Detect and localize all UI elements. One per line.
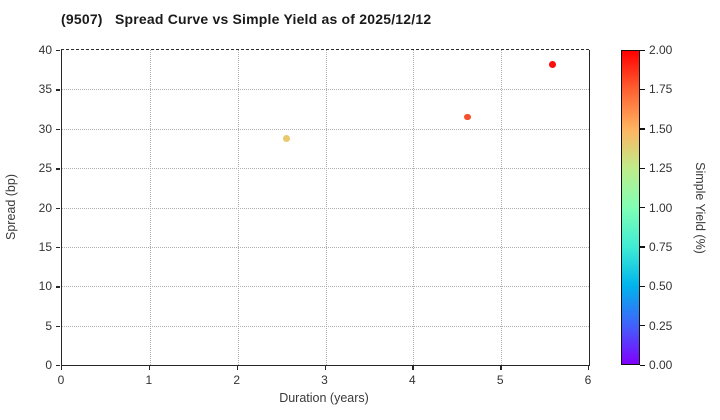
colorbar (621, 50, 640, 365)
colorbar-tick-label: 0.75 (649, 239, 673, 254)
y-gridline (62, 286, 589, 288)
scatter-point (464, 113, 472, 121)
x-tick-label: 6 (584, 373, 592, 387)
colorbar-tick-mark (640, 128, 645, 130)
y-tick-mark (56, 325, 60, 328)
colorbar-tick-mark (640, 364, 645, 366)
y-tick-mark (56, 207, 60, 209)
x-tick-mark (324, 366, 326, 370)
y-gridline (62, 128, 589, 130)
y-tick-label: 40 (38, 43, 52, 57)
colorbar-label: Simple Yield (%) (693, 162, 707, 254)
x-tick-label: 5 (496, 373, 504, 387)
y-gridline (62, 89, 589, 91)
y-tick-label: 30 (38, 121, 52, 136)
y-gridline (62, 207, 589, 209)
x-tick-label: 3 (321, 373, 328, 387)
y-tick-label: 25 (38, 161, 52, 176)
x-tick-label: 2 (233, 373, 240, 387)
colorbar-tick-mark (640, 49, 645, 51)
plot-area (61, 50, 590, 366)
colorbar-tick-label: 0.00 (649, 358, 673, 372)
x-tick-label: 4 (408, 373, 416, 387)
y-gridline (62, 168, 589, 170)
y-gridline (62, 325, 589, 327)
x-tick-mark (412, 366, 414, 370)
x-tick-label: 0 (57, 373, 65, 387)
colorbar-tick-mark (640, 167, 645, 169)
x-tick-mark (500, 366, 502, 370)
y-tick-label: 20 (38, 200, 52, 215)
colorbar-tick-label: 2.00 (649, 43, 673, 57)
colorbar-tick-label: 1.00 (649, 200, 673, 215)
y-tick-mark (56, 50, 60, 52)
x-tick-label: 1 (145, 373, 153, 387)
y-tick-mark (56, 89, 60, 91)
colorbar-tick-label: 0.25 (649, 318, 673, 333)
y-tick-label: 10 (38, 279, 52, 294)
scatter-point (548, 60, 556, 68)
x-tick-mark (148, 366, 151, 370)
scatter-point (283, 134, 291, 142)
colorbar-tick-mark (640, 285, 645, 288)
y-tick-mark (56, 365, 60, 367)
colorbar-tick-label: 1.75 (649, 82, 673, 97)
colorbar-tick-mark (640, 207, 645, 209)
colorbar-tick-mark (640, 325, 645, 327)
x-tick-mark (236, 366, 239, 370)
x-tick-mark (588, 366, 590, 370)
y-tick-label: 0 (45, 358, 52, 372)
y-tick-mark (56, 168, 60, 170)
y-gridline (62, 246, 589, 248)
colorbar-tick-label: 1.25 (649, 161, 673, 176)
y-tick-label: 5 (45, 318, 52, 333)
y-tick-mark (56, 286, 60, 288)
colorbar-tick-mark (640, 88, 645, 91)
y-tick-label: 35 (38, 82, 52, 97)
x-tick-mark (61, 366, 63, 370)
colorbar-tick-mark (640, 246, 645, 248)
y-tick-label: 15 (38, 239, 52, 254)
y-tick-mark (56, 246, 60, 249)
colorbar-tick-label: 1.50 (649, 121, 673, 136)
x-axis-label: Duration (years) (279, 391, 369, 405)
y-tick-mark (56, 128, 60, 131)
colorbar-tick-label: 0.50 (649, 279, 673, 294)
chart-title: (9507) Spread Curve vs Simple Yield as o… (61, 11, 432, 27)
